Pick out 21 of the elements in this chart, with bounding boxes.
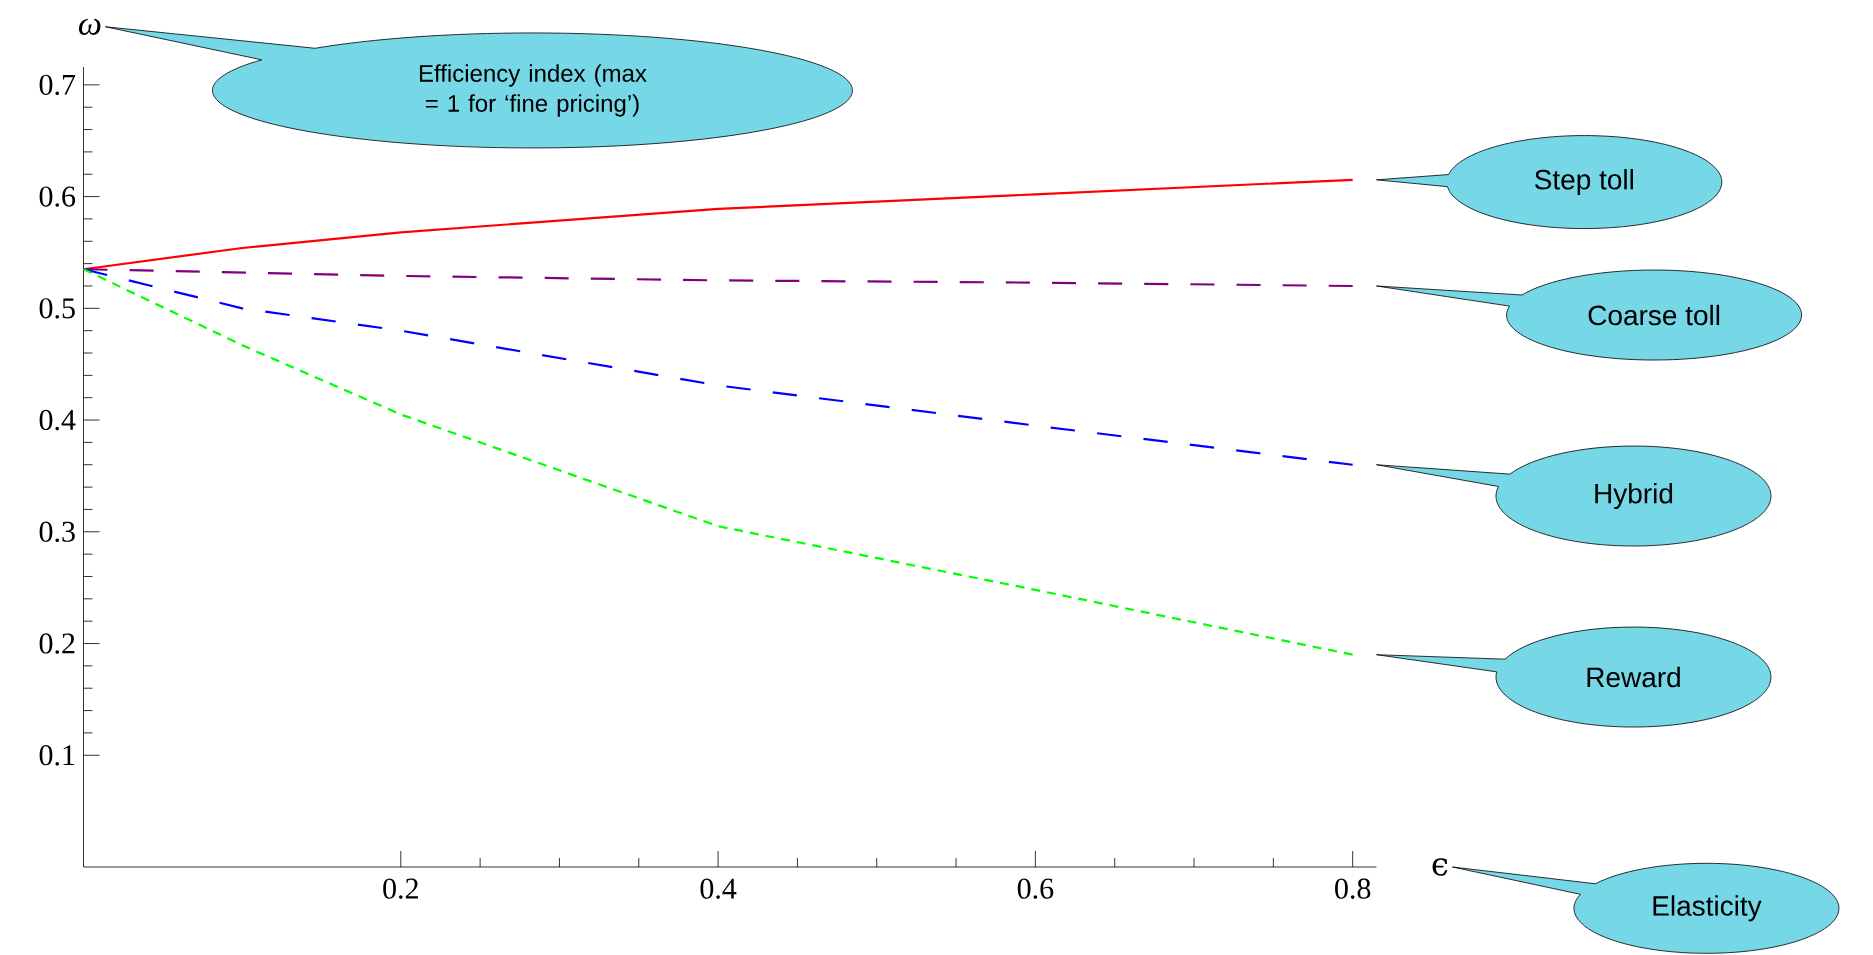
text: Step toll	[1534, 169, 1633, 196]
x-tick-label: 0.2	[383, 878, 418, 899]
text: Reward	[1587, 666, 1680, 688]
x-tick-label: 0.6	[1017, 878, 1054, 899]
y-tick-label: 0.6	[39, 186, 76, 207]
annotation: Efficiency index (max = 1 for ‘fine pricing’)	[419, 64, 647, 117]
y-tick-label: 0.2	[39, 633, 75, 654]
y-tick-label: 0.3	[39, 521, 75, 542]
y-axis-title: ω	[78, 18, 101, 35]
x-tick-label: 0.8	[1335, 878, 1371, 899]
x-axis-title: ϵ	[1432, 858, 1448, 876]
y-tick-label: 0.4	[39, 409, 76, 431]
y-tick-label: 0.1	[39, 745, 75, 766]
x-tick-label: 0.4	[700, 878, 737, 899]
text: Elasticity	[1653, 895, 1762, 922]
text: Hybrid	[1595, 482, 1673, 510]
y-tick-label: 0.7	[39, 74, 76, 96]
text: Coarse toll	[1588, 304, 1720, 326]
line-series	[82, 268, 1354, 656]
y-tick-label: 0.5	[39, 298, 75, 319]
line-series	[82, 178, 1354, 271]
